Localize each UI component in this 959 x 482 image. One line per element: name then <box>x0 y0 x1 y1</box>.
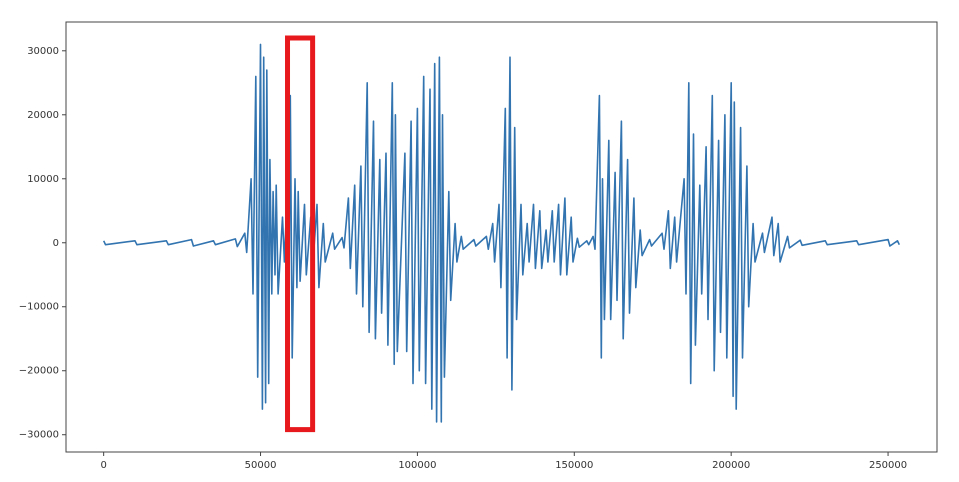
x-tick-label: 200000 <box>712 460 750 471</box>
y-tick-label: −10000 <box>19 302 59 313</box>
y-tick-label: 10000 <box>27 174 59 185</box>
x-tick-label: 0 <box>100 460 106 471</box>
y-tick-label: −20000 <box>19 366 59 377</box>
x-tick-label: 100000 <box>398 460 436 471</box>
x-tick-label: 50000 <box>245 460 277 471</box>
y-tick-label: 20000 <box>27 110 59 121</box>
y-tick-label: 0 <box>53 238 59 249</box>
x-tick-label: 250000 <box>869 460 907 471</box>
plot-frame <box>65 21 938 453</box>
y-tick-label: 30000 <box>27 46 59 57</box>
highlight-box <box>285 35 316 433</box>
waveform <box>102 43 901 423</box>
y-tick-label: −30000 <box>19 430 59 441</box>
x-tick-label: 150000 <box>555 460 593 471</box>
